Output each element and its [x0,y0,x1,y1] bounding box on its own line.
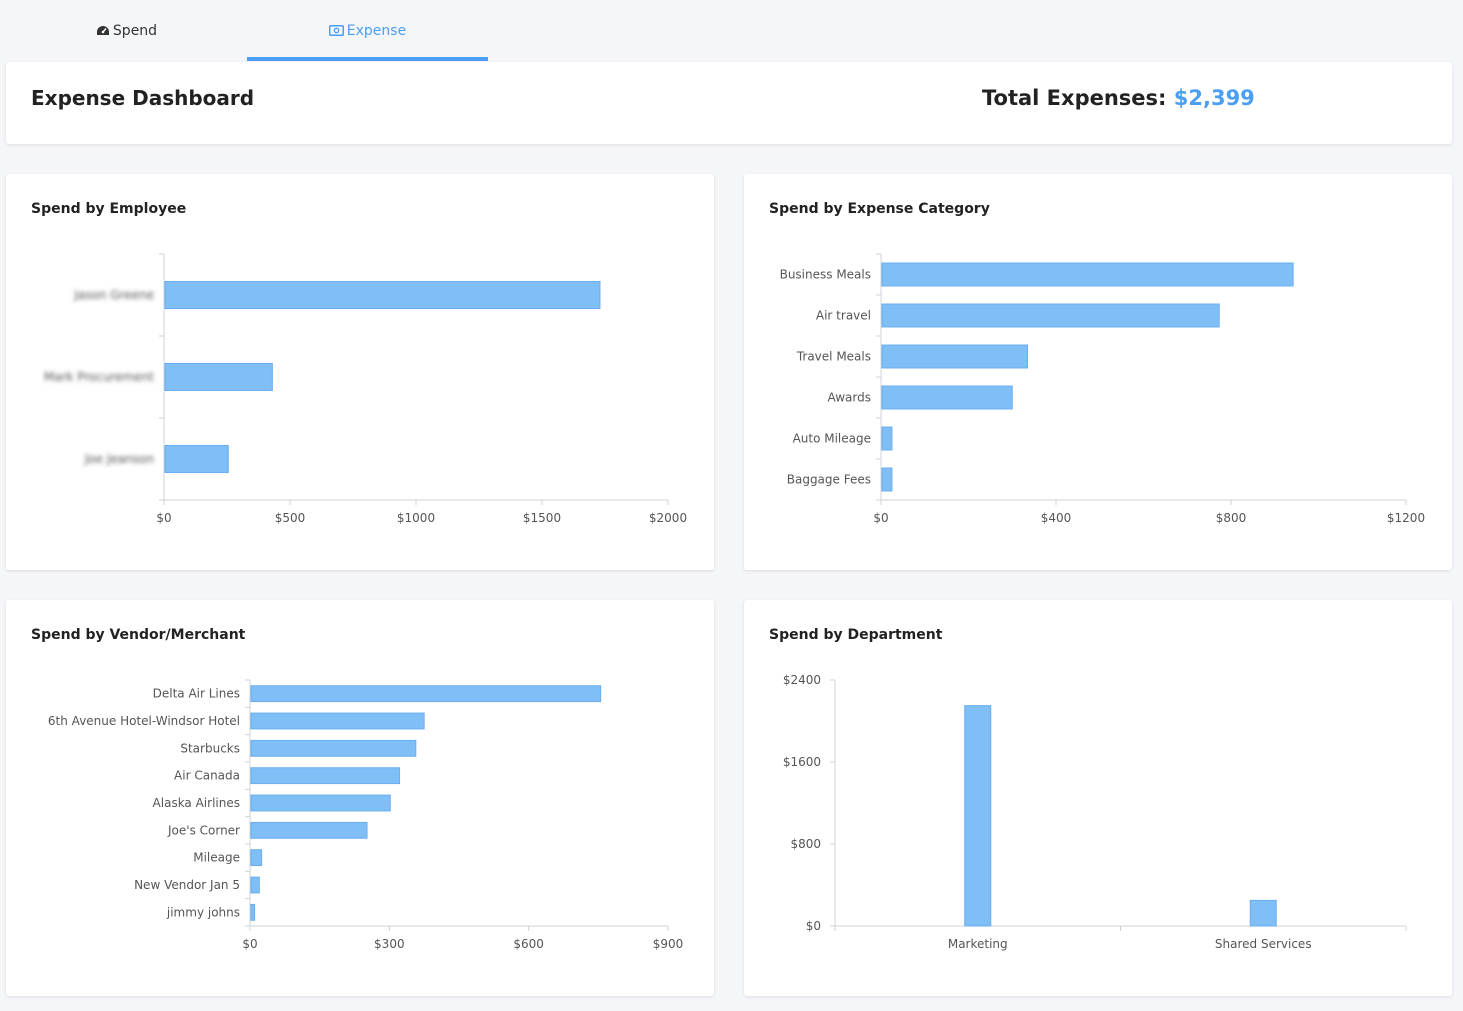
tab-expense[interactable]: Expense [247,0,488,61]
dashboard-icon [96,25,110,37]
bar [250,849,263,867]
x-tick-label: $600 [513,937,544,951]
vendor-chart: $0 $300 $600 $900 Delta Air Lines 6th Avenue … [48,679,684,951]
bar [250,794,391,812]
x-tick-label: $1000 [397,511,435,525]
y-tick-label: $2400 [783,673,821,687]
bar [250,767,401,785]
y-tick-label: $1600 [783,755,821,769]
bar [250,876,260,894]
bar [250,903,256,921]
y-tick-label: $0 [806,919,821,933]
tab-spend[interactable]: Spend [6,0,247,61]
category-chart-card: Spend by Expense Category $0 $400 $800 $120… [744,174,1452,570]
x-tick-label: $400 [1041,511,1072,525]
category-label: Auto Mileage [793,432,871,446]
bar [250,712,425,730]
total-expenses: Total Expenses: $2,399 [982,86,1255,110]
x-tick-label: $800 [1216,511,1247,525]
total-expenses-label: Total Expenses: [982,86,1167,110]
bar [1249,899,1277,927]
employee-chart: $0 $500 $1000 $1500 $2000 Jason Greene Mark Pr… [44,253,687,525]
bar [964,705,992,927]
employee-chart-title: Spend by Employee [31,201,187,217]
category-label: Alaska Airlines [153,796,240,810]
tab-spend-label: Spend [112,22,158,39]
total-expenses-value: $2,399 [1173,86,1255,110]
page-title: Expense Dashboard [31,86,255,110]
category-label: Joe's Corner [167,823,240,837]
bar [881,303,1220,328]
category-label: 6th Avenue Hotel-Windsor Hotel [48,714,240,728]
x-tick-label: $500 [275,511,306,525]
department-chart: $0 $800 $1600 $2400 Marketing Shared Services [783,673,1407,951]
category-label: Travel Meals [796,350,871,364]
category-label: Mileage [193,851,240,865]
bar [250,685,602,703]
category-label: Business Meals [780,268,871,282]
bar [881,385,1013,410]
category-label: Joe Jeanson [84,452,154,466]
x-tick-label: $0 [156,511,171,525]
x-tick-label: $2000 [649,511,687,525]
bar [164,280,601,310]
vendor-chart-title: Spend by Vendor/Merchant [31,627,246,643]
category-label: New Vendor Jan 5 [134,878,240,892]
y-tick-label: $800 [790,837,821,851]
bar [881,262,1294,287]
category-label: Awards [828,391,871,405]
department-chart-title: Spend by Department [769,627,943,643]
category-label: jimmy johns [166,905,240,919]
category-label: Mark Procurement [44,370,154,384]
category-chart: $0 $400 $800 $1200 Business Meals Air travel T… [780,253,1425,525]
category-label: Starbucks [180,741,240,755]
category-label: Delta Air Lines [153,687,240,701]
vendor-chart-card: Spend by Vendor/Merchant $0 $300 $600 $900 D… [6,600,714,996]
category-label: Baggage Fees [787,473,871,487]
x-tick-label: $0 [873,511,888,525]
bar [250,739,417,757]
x-tick-label: $1200 [1387,511,1425,525]
bar [250,821,368,839]
bar [164,444,229,474]
department-chart-card: Spend by Department $0 $800 $1600 $2400 Mark… [744,600,1452,996]
category-label: Air travel [816,309,871,323]
category-label: Marketing [948,937,1008,951]
category-label: Air Canada [174,769,240,783]
x-tick-label: $0 [242,937,257,951]
dashboard-header: Expense Dashboard Total Expenses: $2,399 [6,62,1452,144]
x-tick-label: $300 [374,937,405,951]
bar [164,362,273,392]
category-label: Jason Greene [73,288,154,302]
x-tick-label: $900 [653,937,684,951]
money-icon [328,25,344,36]
employee-chart-card: Spend by Employee $0 $500 $1000 $1500 $2000 J… [6,174,714,570]
category-label: Shared Services [1215,937,1312,951]
bar [881,467,893,492]
bar [881,426,893,451]
tab-expense-label: Expense [346,22,407,39]
x-tick-label: $1500 [523,511,561,525]
bar [881,344,1029,369]
category-chart-title: Spend by Expense Category [769,201,990,217]
tab-bar: Spend Expense [6,0,1452,61]
